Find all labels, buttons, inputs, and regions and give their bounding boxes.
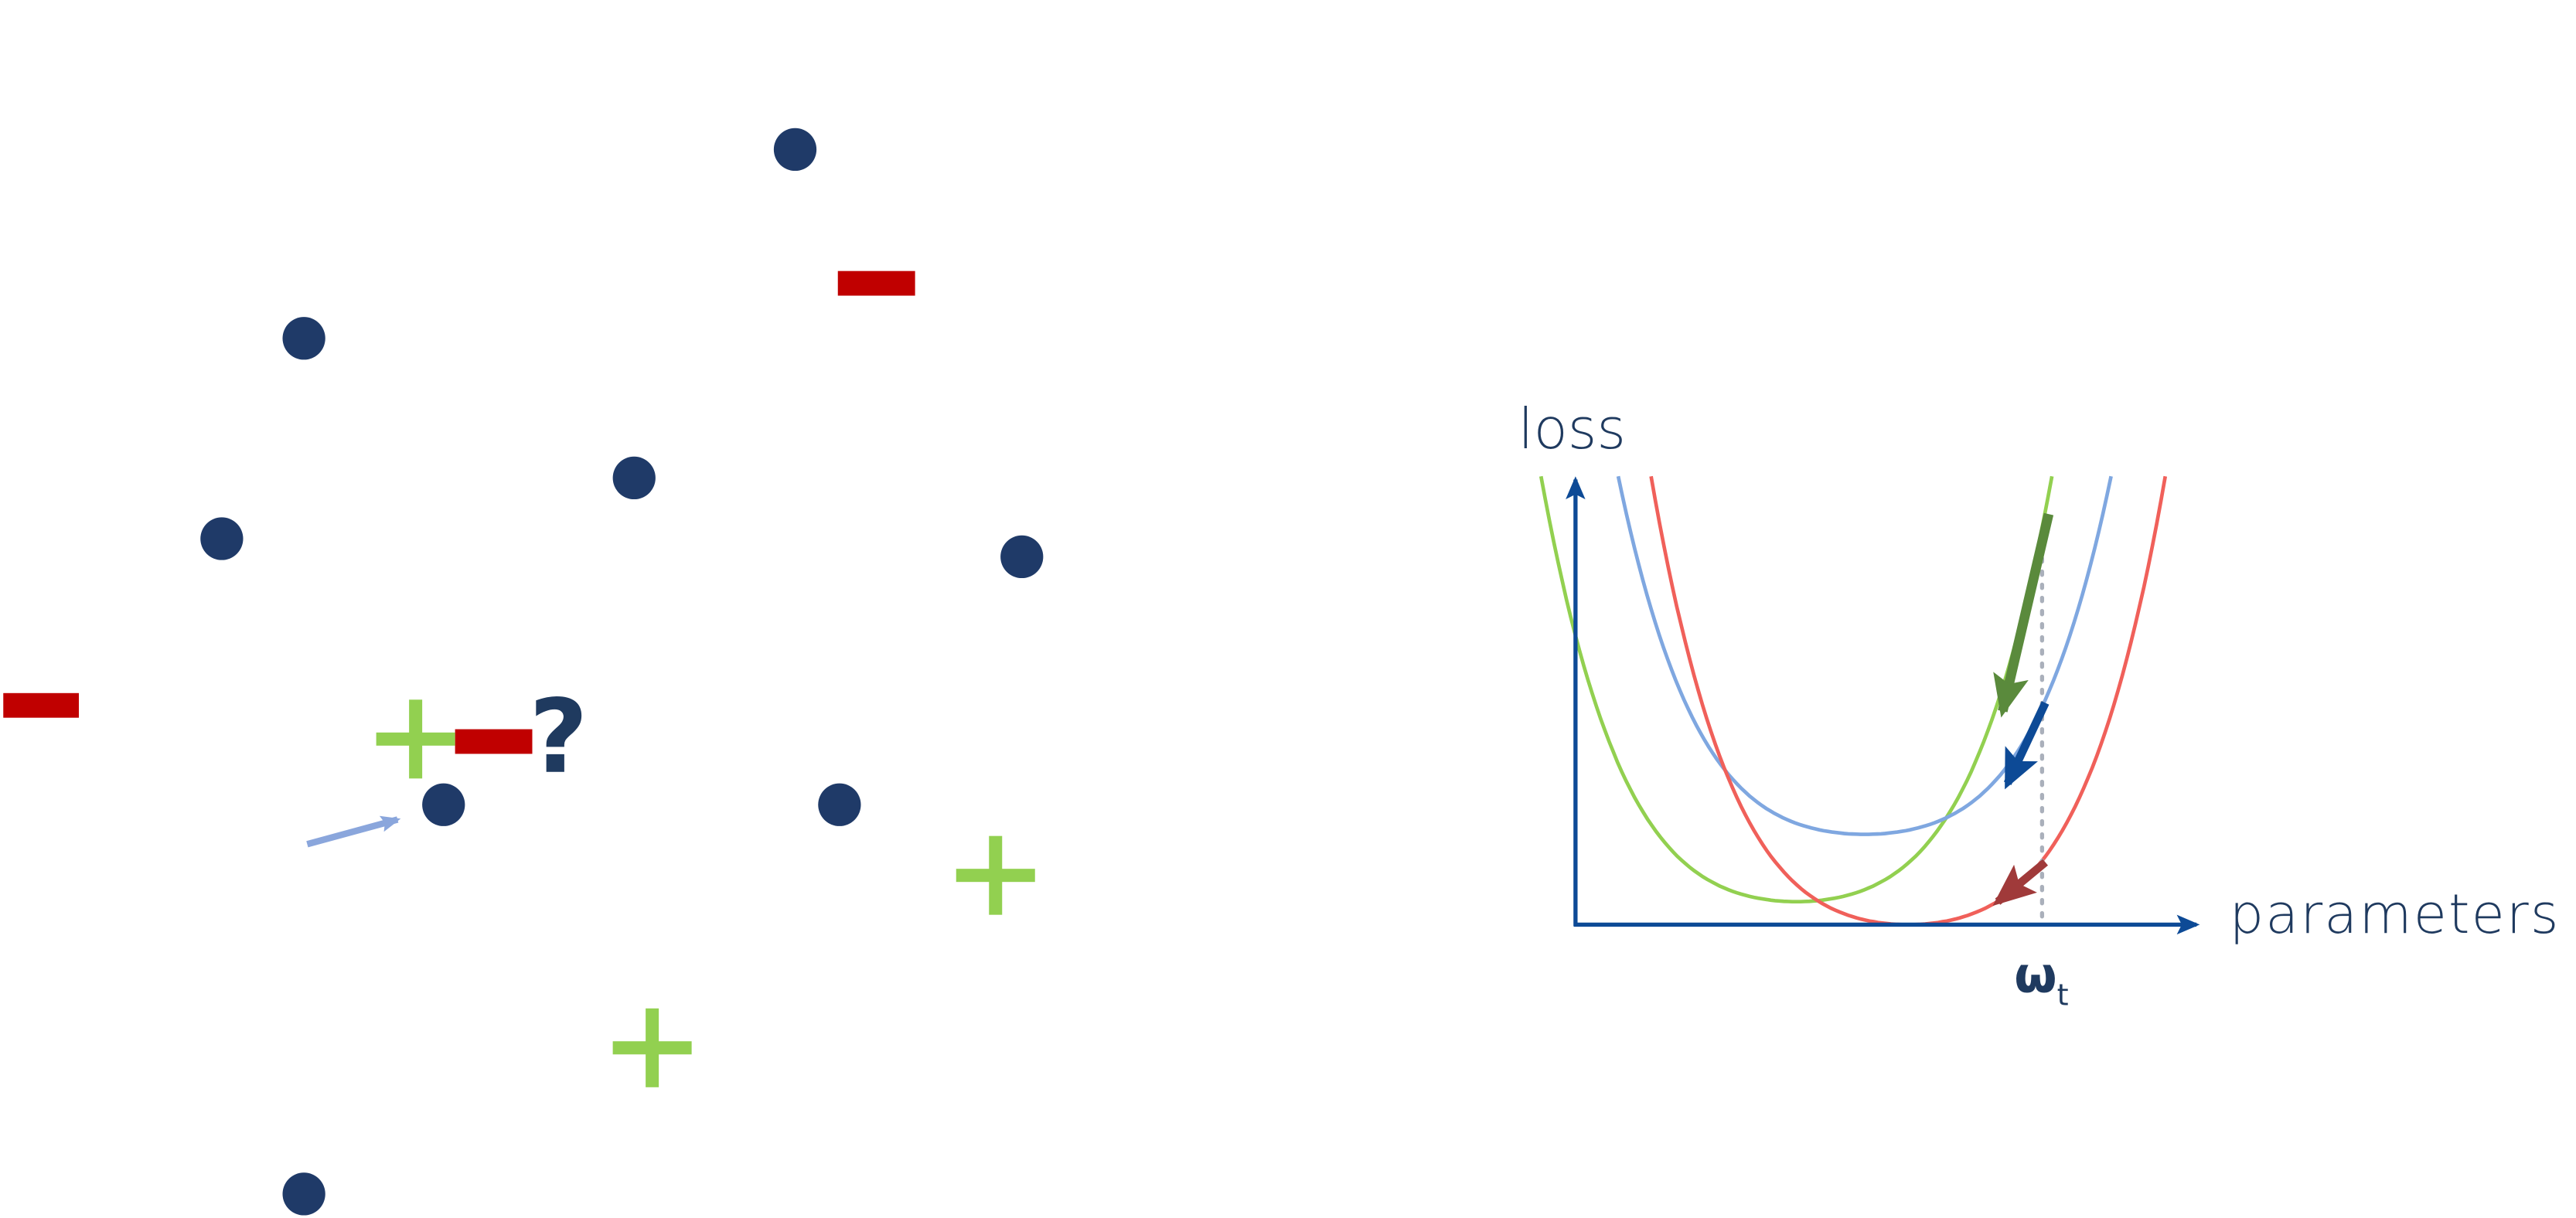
loss-curve: [1616, 475, 2113, 836]
query-arrow: [306, 815, 401, 848]
minus: [837, 270, 915, 296]
plus-signs: [376, 699, 1035, 1087]
omega-subscript: t: [2057, 978, 2069, 1013]
gradient-step-blue: [2003, 701, 2050, 790]
loss-curve: [1538, 475, 2054, 904]
y-axis-label: loss: [1518, 397, 1627, 462]
minus-signs: [3, 270, 915, 754]
loss-curve: [1649, 475, 2168, 927]
omega-label: ωt: [2014, 948, 2068, 1013]
point: [422, 783, 465, 826]
omega-symbol: ω: [2014, 948, 2056, 1005]
point: [818, 783, 861, 826]
points: [200, 128, 1044, 1216]
plus: [612, 1008, 692, 1087]
minus: [455, 729, 533, 754]
point: [282, 317, 325, 360]
plus: [376, 699, 455, 779]
gradient-step-red: [1992, 859, 2049, 907]
point: [612, 456, 656, 500]
gradient-step-green: [1993, 512, 2054, 718]
question-mark: ?: [529, 679, 588, 797]
minus: [3, 692, 79, 718]
loss-curves: [1538, 475, 2168, 927]
x-axis-label: parameters: [2230, 883, 2561, 946]
point: [1000, 535, 1044, 579]
point: [200, 517, 244, 560]
point: [282, 1172, 325, 1216]
point: [773, 128, 817, 172]
plus: [956, 835, 1035, 915]
